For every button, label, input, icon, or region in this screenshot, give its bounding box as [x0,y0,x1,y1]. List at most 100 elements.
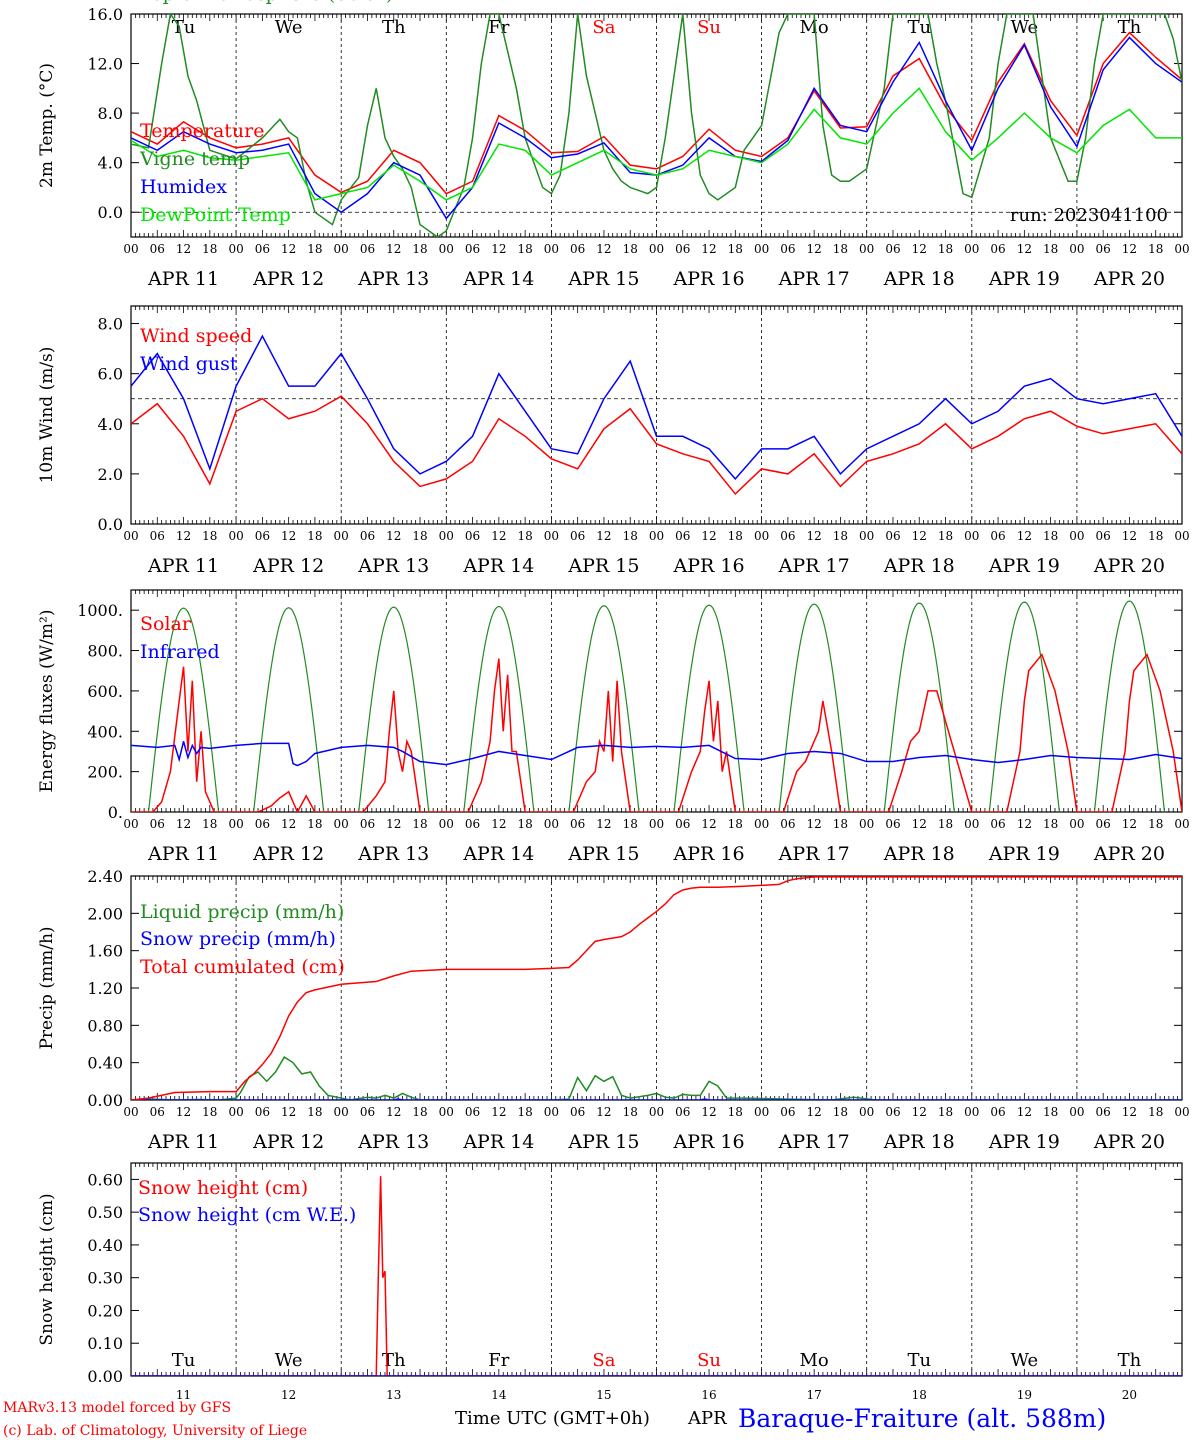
x-hour-label: 18 [623,1105,638,1119]
x-hour-label: 06 [570,817,585,831]
y-tick-label: 4.0 [98,154,123,173]
panel-3: 0. 200. 400. 600. 800. 1000. Energy fluxes (W/… [37,0,1190,865]
x-hour-label: 18 [517,242,532,256]
legend-entry: Top of Atmosphere (Solar) [140,0,393,5]
x-day-number: 16 [701,1388,716,1402]
x-day-label: APR 18 [883,555,955,577]
x-hour-label: 06 [150,817,165,831]
x-day-label: APR 11 [147,555,219,577]
x-hour-label: 06 [465,242,480,256]
x-hour-label: 18 [938,817,953,831]
x-hour-label: 12 [176,529,191,543]
x-hour-label: 12 [596,817,611,831]
x-day-label: APR 12 [252,555,324,577]
y-tick-label: 2.40 [87,867,123,886]
weekday-label: Th [382,17,406,38]
panel-4: 0.00 0.40 0.80 1.20 1.60 2.00 2.40 Precip (mm/h… [37,867,1190,1153]
x-hour-label: 12 [1122,817,1137,831]
weekday-label: Sa [592,17,615,38]
y-tick-label: 0.30 [87,1269,123,1288]
x-hour-label: 06 [150,529,165,543]
y-tick-label: 800. [87,642,123,661]
series-infrared [131,741,1182,767]
x-day-label: APR 17 [778,268,850,290]
x-day-label: APR 16 [673,1131,745,1153]
month-label: APR [687,1408,727,1429]
x-day-label: APR 11 [147,843,219,865]
x-hour-label: 18 [202,529,217,543]
x-hour-label: 18 [307,1105,322,1119]
y-tick-label: 0.40 [87,1236,123,1255]
x-hour-label: 18 [623,817,638,831]
x-day-number: 15 [596,1388,611,1402]
x-hour-label: 00 [859,242,874,256]
x-hour-label: 18 [938,529,953,543]
y-tick-label: 1000. [77,601,123,620]
footer-model-line: MARv3.13 model forced by GFS [3,1400,231,1416]
series-solar [131,653,1182,812]
x-day-number: 19 [1017,1388,1032,1402]
x-hour-label: 06 [990,529,1005,543]
y-tick-label: 0.10 [87,1334,123,1353]
legend-entry: DewPoint Temp [140,204,291,226]
x-hour-label: 00 [228,817,243,831]
x-hour-label: 18 [307,817,322,831]
x-day-label: APR 18 [883,1131,955,1153]
x-hour-label: 06 [675,529,690,543]
hour-ticks [130,14,1183,237]
x-hour-label: 00 [544,817,559,831]
x-hour-label: 12 [596,529,611,543]
x-hour-label: 06 [780,817,795,831]
y-tick-label: 0.20 [87,1301,123,1320]
x-hour-label: 06 [990,817,1005,831]
x-hour-label: 12 [1122,1105,1137,1119]
x-hour-label: 18 [202,817,217,831]
weekday-label: Su [697,1350,721,1371]
x-hour-label: 12 [1017,1105,1032,1119]
footer-lab-line: (c) Lab. of Climatology, University of L… [3,1423,307,1439]
y-tick-label: 2.00 [87,904,123,923]
x-hour-label: 06 [465,529,480,543]
x-day-label: APR 14 [462,1131,534,1153]
x-hour-label: 18 [412,242,427,256]
x-hour-label: 00 [964,1105,979,1119]
x-hour-label: 00 [649,1105,664,1119]
x-hour-label: 12 [912,817,927,831]
x-hour-label: 18 [938,1105,953,1119]
x-hour-label: 12 [596,242,611,256]
x-hour-label: 00 [1069,1105,1084,1119]
x-hour-label: 00 [228,1105,243,1119]
weekday-label: Tu [172,17,196,38]
x-hour-label: 00 [334,817,349,831]
legend-entry: Snow precip (mm/h) [140,928,336,950]
x-hour-label: 00 [1069,242,1084,256]
legend-entry: Vigne temp [139,148,250,170]
y-tick-label: 1.60 [87,942,123,961]
x-hour-label: 18 [728,817,743,831]
x-hour-label: 00 [754,1105,769,1119]
weekday-label: We [1011,1350,1039,1371]
y-tick-label: 6.0 [98,365,123,384]
x-hour-label: 12 [176,1105,191,1119]
legend-entry: Temperature [140,120,264,142]
weekday-label: Sa [592,1350,615,1371]
series-snow-height-cm- [131,1176,1182,1376]
x-day-label: APR 16 [673,843,745,865]
y-tick-label: 4.0 [98,415,123,434]
x-hour-label: 06 [885,817,900,831]
x-hour-label: 06 [1096,529,1111,543]
x-day-label: APR 17 [778,1131,850,1153]
x-hour-label: 12 [386,529,401,543]
x-hour-label: 00 [1069,817,1084,831]
x-day-label: APR 17 [778,555,850,577]
y-tick-label: 1.20 [87,979,123,998]
x-hour-label: 12 [807,529,822,543]
legend-entry: Wind gust [140,353,238,375]
x-hour-label: 00 [754,817,769,831]
y-tick-label: 12.0 [87,55,123,74]
x-hour-label: 06 [1096,242,1111,256]
x-hour-label: 06 [1096,817,1111,831]
x-hour-label: 06 [675,817,690,831]
weekday-label: Th [382,1350,406,1371]
y-tick-label: 0.40 [87,1054,123,1073]
